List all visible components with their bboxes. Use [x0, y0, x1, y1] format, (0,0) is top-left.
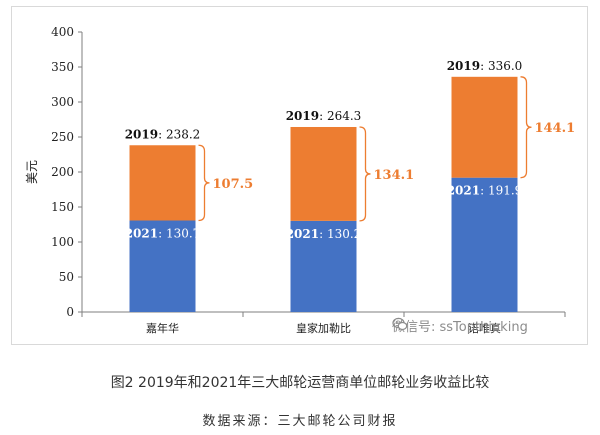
bar-difference: [290, 126, 357, 221]
y-tick-label: 400: [51, 25, 74, 39]
label-2021: 2021: 130.7: [125, 227, 201, 241]
y-tick-label: 150: [51, 200, 74, 214]
label-difference: 144.1: [535, 121, 576, 136]
difference-brace: [520, 76, 532, 179]
x-category-label: 嘉年华: [146, 321, 179, 335]
y-tick-label: 250: [51, 130, 74, 144]
x-category-label: 诺唯真: [468, 321, 501, 335]
figure-caption: 图2 2019年和2021年三大邮轮运营商单位邮轮业务收益比较: [110, 375, 490, 391]
y-axis-label: 美元: [25, 160, 39, 184]
y-tick-label: 0: [66, 305, 74, 319]
bar-difference: [129, 145, 196, 221]
y-tick-label: 200: [51, 165, 74, 179]
y-tick-label: 350: [51, 60, 74, 74]
label-2019: 2019: 264.3: [286, 109, 362, 123]
wechat-icon: [392, 317, 408, 331]
label-difference: 107.5: [213, 177, 254, 192]
label-2021: 2021: 191.9: [447, 184, 523, 198]
label-2019: 2019: 238.2: [125, 127, 201, 141]
y-tick-label: 300: [51, 95, 74, 109]
label-2021: 2021: 130.2: [286, 227, 362, 241]
watermark-text: 微信号: ssTopthinking: [392, 320, 528, 335]
difference-brace: [198, 144, 210, 222]
y-tick-label: 100: [51, 235, 74, 249]
x-category-label: 皇家加勒比: [296, 321, 351, 335]
label-difference: 134.1: [374, 168, 415, 183]
difference-brace: [359, 126, 371, 222]
data-source: 数据来源：三大邮轮公司财报: [202, 414, 398, 429]
watermark: 微信号: ssTopthinking: [392, 316, 528, 335]
bar-difference: [451, 76, 518, 178]
label-2019: 2019: 336.0: [447, 59, 523, 73]
bar-2021: [451, 177, 518, 312]
bar-2021: [129, 220, 196, 312]
stacked-bar-chart: 美元 0 50 100 150 200 250 300 350 400 嘉年华 2021: 130…: [25, 25, 576, 335]
bar-2021: [290, 220, 357, 312]
y-tick-label: 50: [59, 270, 74, 284]
